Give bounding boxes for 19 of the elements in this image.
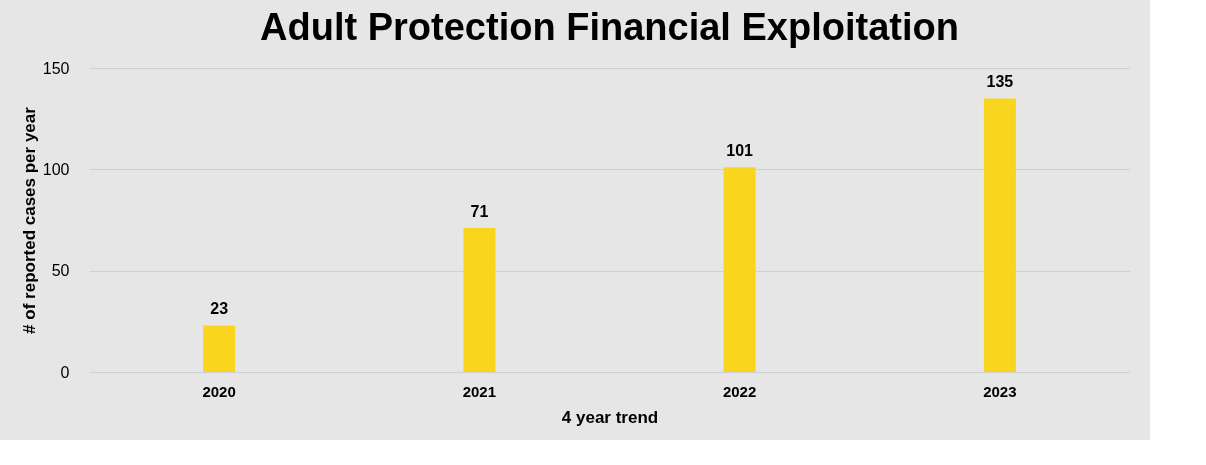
data-label: 71 xyxy=(470,203,489,221)
x-tick-label: 2021 xyxy=(462,382,497,400)
y-tick-label: 50 xyxy=(51,262,70,280)
bar xyxy=(723,167,756,372)
y-tick-label: 100 xyxy=(42,160,70,178)
y-axis-title: # of reported cases per year xyxy=(19,106,39,334)
data-label: 101 xyxy=(726,142,754,160)
data-label: 135 xyxy=(986,73,1014,91)
y-tick-label: 0 xyxy=(60,363,70,381)
bar xyxy=(203,325,236,372)
x-axis-title: 4 year trend xyxy=(561,407,659,427)
x-tick-label: 2022 xyxy=(722,382,757,400)
bar xyxy=(983,98,1016,372)
chart-title: Adult Protection Financial Exploitation xyxy=(260,6,959,48)
data-label: 23 xyxy=(210,300,229,318)
y-tick-label: 150 xyxy=(42,59,70,77)
x-tick-label: 2023 xyxy=(983,382,1017,400)
bar xyxy=(463,228,496,372)
x-tick-label: 2020 xyxy=(202,382,236,400)
